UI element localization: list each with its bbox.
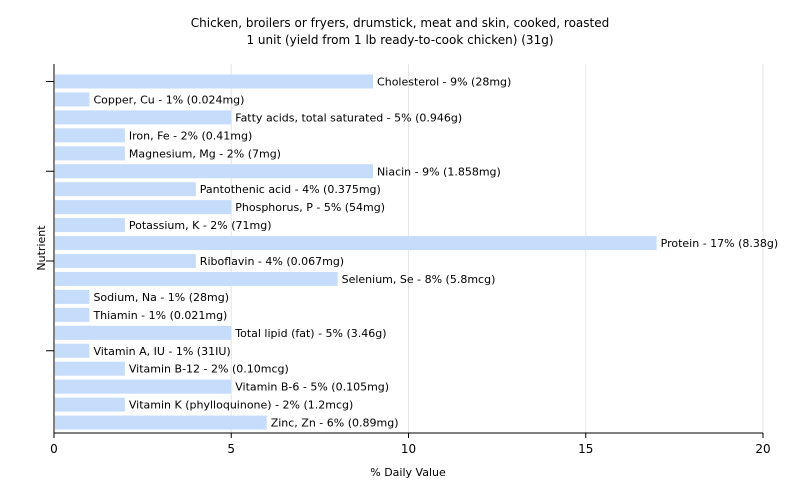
bar: [55, 110, 232, 125]
chart-subtitle: 1 unit (yield from 1 lb ready-to-cook ch…: [246, 33, 553, 47]
bar: [55, 343, 90, 358]
bar-label: Vitamin A, IU - 1% (31IU): [93, 345, 230, 358]
bar: [55, 361, 125, 376]
bar: [55, 415, 267, 430]
bar-label: Total lipid (fat) - 5% (3.46g): [234, 327, 386, 340]
x-axis-ticks: 0 5 10 15 20: [50, 433, 771, 456]
bar-label: Phosphorus, P - 5% (54mg): [235, 201, 385, 214]
bar: [55, 397, 125, 412]
bar-label: Magnesium, Mg - 2% (7mg): [129, 147, 281, 160]
x-tick-label: 10: [401, 442, 416, 456]
bar: [55, 200, 232, 215]
x-tick-label: 20: [755, 442, 770, 456]
bar: [55, 379, 232, 394]
bar-label: Sodium, Na - 1% (28mg): [93, 291, 229, 304]
bar-label: Fatty acids, total saturated - 5% (0.946…: [235, 111, 462, 124]
bar-label: Potassium, K - 2% (71mg): [129, 219, 272, 232]
bar-label: Riboflavin - 4% (0.067mg): [200, 255, 344, 268]
bar-label: Zinc, Zn - 6% (0.89mg): [271, 417, 399, 430]
x-tick-label: 5: [227, 442, 235, 456]
bar: [55, 325, 232, 340]
bar-label: Pantothenic acid - 4% (0.375mg): [200, 183, 381, 196]
bar-label: Selenium, Se - 8% (5.8mcg): [342, 273, 496, 286]
x-tick-label: 0: [50, 442, 58, 456]
bar-label: Copper, Cu - 1% (0.024mg): [93, 93, 244, 106]
bar: [55, 218, 125, 233]
bar: [55, 307, 90, 322]
bar: [55, 271, 338, 286]
x-tick-label: 15: [578, 442, 593, 456]
bar: [55, 146, 125, 161]
bar-label: Niacin - 9% (1.858mg): [377, 165, 501, 178]
bar: [55, 164, 374, 179]
bar: [55, 128, 125, 143]
bar: [55, 289, 90, 304]
bar-label: Vitamin B-12 - 2% (0.10mcg): [129, 363, 289, 376]
y-axis-label: Nutrient: [35, 225, 48, 271]
bar: [55, 182, 196, 197]
bar-label: Protein - 17% (8.38g): [661, 237, 779, 250]
bar: [55, 236, 657, 251]
bar-label: Thiamin - 1% (0.021mg): [92, 309, 227, 322]
bar-label: Iron, Fe - 2% (0.41mg): [129, 129, 252, 142]
bar-label: Vitamin B-6 - 5% (0.105mg): [235, 381, 389, 394]
bar-label: Vitamin K (phylloquinone) - 2% (1.2mcg): [129, 399, 353, 412]
bar: [55, 74, 374, 89]
x-axis-label: % Daily Value: [370, 466, 446, 479]
chart-title: Chicken, broilers or fryers, drumstick, …: [191, 16, 609, 30]
bar-label: Cholesterol - 9% (28mg): [377, 76, 511, 89]
bar: [55, 92, 90, 107]
bar: [55, 254, 196, 268]
bars: Cholesterol - 9% (28mg) Copper, Cu - 1% (…: [55, 74, 779, 430]
